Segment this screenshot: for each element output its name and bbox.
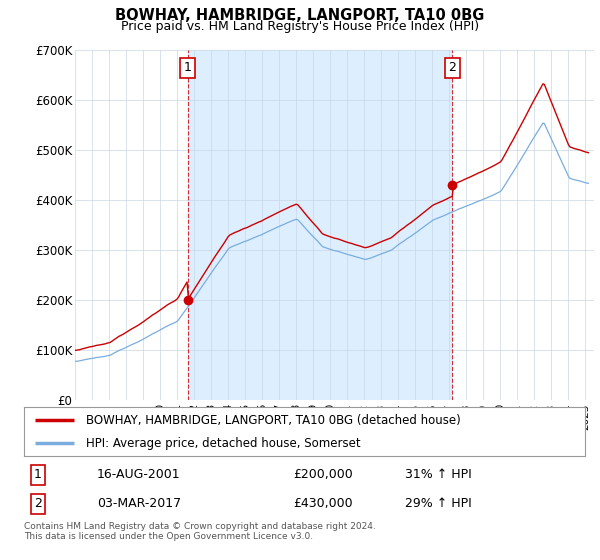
Text: BOWHAY, HAMBRIDGE, LANGPORT, TA10 0BG (detached house): BOWHAY, HAMBRIDGE, LANGPORT, TA10 0BG (d… (86, 414, 460, 427)
Text: 16-AUG-2001: 16-AUG-2001 (97, 468, 181, 481)
Text: 1: 1 (184, 62, 191, 74)
Text: 29% ↑ HPI: 29% ↑ HPI (406, 497, 472, 510)
Text: 1: 1 (34, 468, 42, 481)
Text: £200,000: £200,000 (293, 468, 353, 481)
Text: £430,000: £430,000 (293, 497, 353, 510)
Text: HPI: Average price, detached house, Somerset: HPI: Average price, detached house, Some… (86, 437, 361, 450)
Text: 31% ↑ HPI: 31% ↑ HPI (406, 468, 472, 481)
Text: 2: 2 (448, 62, 456, 74)
Text: Price paid vs. HM Land Registry's House Price Index (HPI): Price paid vs. HM Land Registry's House … (121, 20, 479, 32)
Text: 03-MAR-2017: 03-MAR-2017 (97, 497, 181, 510)
Text: 2: 2 (34, 497, 42, 510)
Bar (188, 50, 452, 400)
Text: BOWHAY, HAMBRIDGE, LANGPORT, TA10 0BG: BOWHAY, HAMBRIDGE, LANGPORT, TA10 0BG (115, 8, 485, 24)
Text: Contains HM Land Registry data © Crown copyright and database right 2024.
This d: Contains HM Land Registry data © Crown c… (24, 522, 376, 542)
